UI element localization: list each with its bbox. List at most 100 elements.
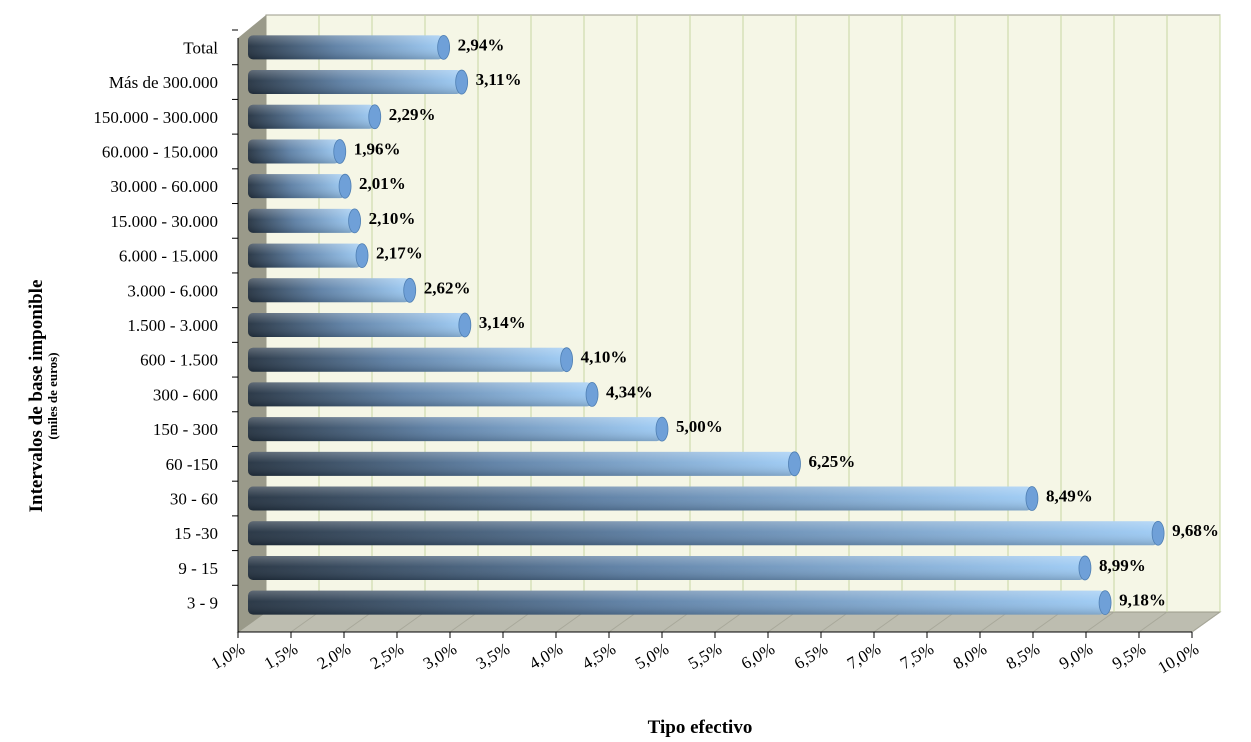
x-tick-label: 10,0% (1154, 639, 1202, 677)
bar-end-cap (348, 208, 362, 234)
value-label: 4,10% (581, 348, 628, 367)
floor-gridline (290, 611, 320, 633)
category-label: 300 - 600 (153, 385, 218, 404)
bars: 2,94% 3,11% 2,29% 1,96% 2,01% 2,10% 2,17% 2,62%… (248, 34, 1219, 616)
value-label: 9,18% (1119, 591, 1166, 610)
value-label: 5,00% (676, 417, 723, 436)
bar: 1,96% (248, 139, 401, 164)
floor-gridline (926, 611, 956, 633)
value-label: 2,94% (458, 35, 505, 54)
value-label: 2,17% (376, 244, 423, 263)
category-label: 60.000 - 150.000 (102, 142, 218, 161)
x-tick-label: 6,5% (791, 639, 831, 673)
value-label: 8,99% (1099, 556, 1146, 575)
value-label: 1,96% (354, 139, 401, 158)
bar: 2,10% (248, 208, 416, 234)
bar: 8,99% (248, 555, 1146, 581)
bar: 3,14% (248, 312, 526, 338)
x-tick-label: 3,0% (420, 639, 460, 673)
bar: 3,11% (248, 69, 521, 95)
category-label: 60 -150 (166, 455, 218, 474)
value-label: 6,25% (809, 452, 856, 471)
bar-end-cap (458, 312, 472, 338)
value-label: 9,68% (1172, 521, 1219, 540)
floor-gridline (714, 611, 744, 633)
y-axis: Total Más de 300.000 150.000 - 300.000 60.0… (93, 29, 239, 632)
bar: 5,00% (248, 416, 723, 442)
category-label: 3.000 - 6.000 (127, 281, 218, 300)
bar-shine (248, 174, 346, 199)
bar-shine (248, 590, 1106, 615)
floor-gridline (1138, 611, 1168, 633)
bar: 9,68% (248, 520, 1219, 546)
bar-end-cap (788, 451, 801, 477)
x-axis-title: Tipo efectivo (648, 717, 753, 738)
bar-end-cap (437, 34, 451, 60)
bar: 2,01% (248, 173, 406, 199)
floor-gridline (767, 611, 797, 633)
category-label: Total (183, 38, 218, 57)
bar-end-cap (455, 69, 469, 95)
bar-end-cap (1098, 590, 1112, 616)
floor-gridline (502, 611, 532, 633)
floor-gridline (396, 611, 426, 633)
bar-shine (248, 243, 363, 268)
category-label: 6.000 - 15.000 (119, 247, 218, 266)
category-label: 150.000 - 300.000 (93, 108, 218, 127)
value-label: 3,14% (479, 313, 526, 332)
y-axis-title: Intervalos de base imponible (26, 280, 47, 513)
bar-shine (248, 417, 662, 442)
bar-shine (248, 70, 462, 95)
x-tick-label: 2,0% (314, 639, 354, 673)
category-label: Más de 300.000 (109, 73, 218, 92)
bar-end-cap (368, 104, 382, 130)
x-tick-label: 5,0% (632, 639, 672, 673)
bar-shine (248, 347, 567, 372)
x-tick-label: 6,0% (738, 639, 778, 673)
floor-gridline (873, 611, 903, 633)
value-label: 2,10% (369, 209, 416, 228)
x-tick-label: 9,5% (1109, 639, 1149, 673)
bar-shine (248, 208, 355, 233)
y-axis-title-group: Intervalos de base imponible (miles de e… (26, 280, 60, 513)
category-label: 9 - 15 (178, 559, 218, 578)
x-tick-label: 8,5% (1003, 639, 1043, 673)
bar-shine (248, 104, 375, 129)
value-label: 2,01% (359, 174, 406, 193)
bar: 6,25% (248, 451, 856, 477)
floor-gridline (608, 611, 638, 633)
bar-end-cap (338, 173, 352, 199)
bar-shine (248, 313, 465, 337)
category-label: 15 -30 (174, 524, 218, 543)
bar-shine (248, 35, 444, 60)
x-tick-label: 2,5% (367, 639, 407, 673)
bar-shine (248, 521, 1159, 546)
floor-gridline (820, 611, 850, 633)
bar-shine (248, 382, 593, 407)
floor-gridline (661, 611, 691, 633)
bar-shine (248, 139, 340, 164)
category-label: 600 - 1.500 (140, 351, 218, 370)
bar-end-cap (1078, 555, 1092, 581)
x-tick-label: 7,5% (897, 639, 937, 673)
bar: 2,94% (248, 34, 505, 60)
bar-end-cap (355, 243, 369, 268)
floor-gridline (1085, 611, 1115, 633)
value-label: 8,49% (1046, 487, 1093, 506)
floor-gridline (1032, 611, 1062, 633)
bar: 2,62% (248, 277, 470, 303)
x-tick-label: 3,5% (473, 639, 513, 673)
floor-gridline (449, 611, 479, 633)
category-label: 30.000 - 60.000 (110, 177, 218, 196)
y-axis-subtitle: (miles de euros) (45, 352, 60, 439)
floor-gridline (555, 611, 585, 633)
value-label: 2,29% (389, 105, 436, 124)
category-label: 1.500 - 3.000 (127, 316, 218, 335)
x-axis: 1,0% 1,5% 2,0% 2,5% 3,0% 3,5% 4,0% 4,5% 5,0% 5,5%… (208, 631, 1202, 677)
floor-gridline (1191, 611, 1221, 633)
bar: 9,18% (248, 590, 1166, 616)
category-label: 15.000 - 30.000 (110, 212, 218, 231)
x-tick-label: 5,5% (685, 639, 725, 673)
value-label: 4,34% (606, 382, 653, 401)
